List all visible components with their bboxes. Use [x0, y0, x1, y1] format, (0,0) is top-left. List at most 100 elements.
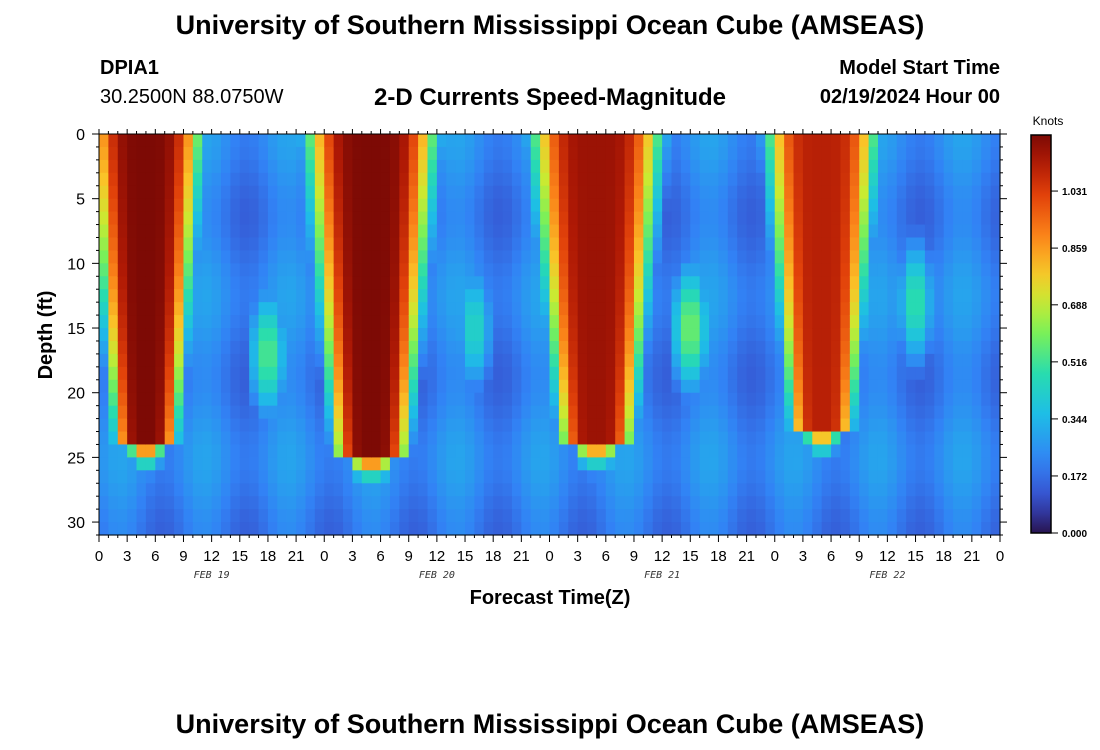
heatmap-cell: [221, 405, 231, 420]
heatmap-cell: [727, 379, 738, 394]
heatmap-cell: [690, 392, 701, 407]
heatmap-cell: [192, 159, 203, 174]
heatmap-cell: [296, 276, 307, 290]
heatmap-cell: [821, 379, 832, 394]
heatmap-cell: [605, 405, 616, 420]
heatmap-cell: [568, 392, 579, 407]
heatmap-cell: [465, 457, 476, 471]
heatmap-cell: [868, 159, 879, 174]
heatmap-cell: [699, 379, 710, 394]
heatmap-cell: [971, 328, 982, 342]
heatmap-cell: [953, 470, 964, 484]
heatmap-cell: [840, 328, 851, 342]
heatmap-cell: [436, 340, 447, 355]
heatmap-cell: [840, 392, 851, 407]
heatmap-cell: [108, 302, 119, 316]
heatmap-cell: [737, 379, 748, 394]
heatmap-cell: [680, 457, 691, 471]
heatmap-cell: [953, 211, 964, 226]
heatmap-cell: [643, 483, 654, 497]
heatmap-cell: [521, 340, 532, 355]
heatmap-cell: [511, 289, 522, 303]
heatmap-cell: [793, 340, 804, 355]
heatmap-cell: [343, 224, 354, 239]
heatmap-cell: [577, 340, 588, 355]
heatmap-cell: [699, 211, 710, 226]
heatmap-cell: [249, 315, 260, 329]
heatmap-cell: [877, 457, 888, 471]
heatmap-cell: [971, 366, 982, 381]
heatmap-cell: [343, 444, 354, 458]
heatmap-cell: [286, 328, 297, 342]
heatmap-cell: [699, 483, 710, 497]
heatmap-cell: [605, 224, 616, 239]
heatmap-cell: [540, 211, 551, 226]
heatmap-cell: [652, 340, 663, 355]
x-tick-label: 9: [630, 548, 638, 565]
heatmap-cell: [643, 405, 654, 420]
heatmap-cell: [249, 496, 260, 510]
heatmap-cell: [371, 263, 382, 277]
heatmap-cell: [418, 522, 429, 536]
heatmap-cell: [540, 185, 551, 200]
heatmap-cell: [615, 340, 626, 355]
heatmap-cell: [530, 483, 541, 497]
heatmap-cell: [267, 405, 278, 420]
heatmap-cell: [971, 470, 982, 484]
heatmap-cell: [680, 431, 691, 446]
heatmap-cell: [474, 315, 485, 329]
heatmap-cell: [849, 457, 860, 471]
heatmap-cell: [296, 198, 307, 213]
heatmap-cell: [633, 289, 644, 303]
heatmap-cell: [333, 353, 344, 368]
heatmap-cell: [296, 366, 307, 381]
heatmap-cell: [718, 496, 729, 510]
heatmap-cell: [389, 237, 400, 252]
heatmap-cell: [615, 509, 626, 523]
heatmap-cell: [117, 185, 128, 200]
heatmap-cell: [643, 134, 654, 148]
heatmap-cell: [324, 134, 335, 148]
heatmap-cell: [361, 340, 372, 355]
heatmap-cell: [718, 172, 729, 187]
heatmap-cell: [718, 418, 729, 433]
heatmap-cell: [455, 172, 466, 187]
heatmap-cell: [709, 457, 720, 471]
heatmap-cell: [202, 159, 213, 174]
heatmap-cell: [164, 366, 175, 381]
heatmap-cell: [127, 392, 138, 407]
heatmap-cell: [549, 211, 560, 226]
heatmap-cell: [408, 496, 419, 510]
heatmap-cell: [831, 224, 842, 239]
heatmap-cell: [971, 392, 982, 407]
heatmap-cell: [802, 457, 813, 471]
heatmap-cell: [446, 431, 457, 446]
heatmap-cell: [418, 392, 429, 407]
heatmap-cell: [502, 353, 513, 368]
heatmap-cell: [324, 146, 335, 161]
heatmap-cell: [221, 496, 231, 510]
heatmap-cell: [746, 457, 757, 471]
heatmap-cell: [662, 211, 673, 226]
heatmap-cell: [117, 276, 128, 290]
heatmap-cell: [474, 250, 485, 264]
heatmap-cell: [465, 211, 476, 226]
heatmap-cell: [521, 159, 532, 174]
heatmap-cell: [399, 224, 410, 239]
heatmap-cell: [324, 250, 335, 264]
heatmap-cell: [887, 353, 898, 368]
heatmap-cell: [389, 522, 400, 536]
heatmap-cell: [896, 237, 907, 252]
heatmap-cell: [943, 418, 954, 433]
heatmap-cell: [305, 509, 316, 523]
heatmap-cell: [896, 379, 907, 394]
heatmap-cell: [277, 444, 288, 458]
heatmap-cell: [174, 276, 185, 290]
heatmap-cell: [145, 470, 156, 484]
heatmap-cell: [174, 483, 185, 497]
heatmap-cell: [493, 340, 504, 355]
heatmap-cell: [793, 159, 804, 174]
heatmap-cell: [230, 457, 241, 471]
heatmap-cell: [971, 250, 982, 264]
heatmap-cell: [587, 431, 598, 446]
